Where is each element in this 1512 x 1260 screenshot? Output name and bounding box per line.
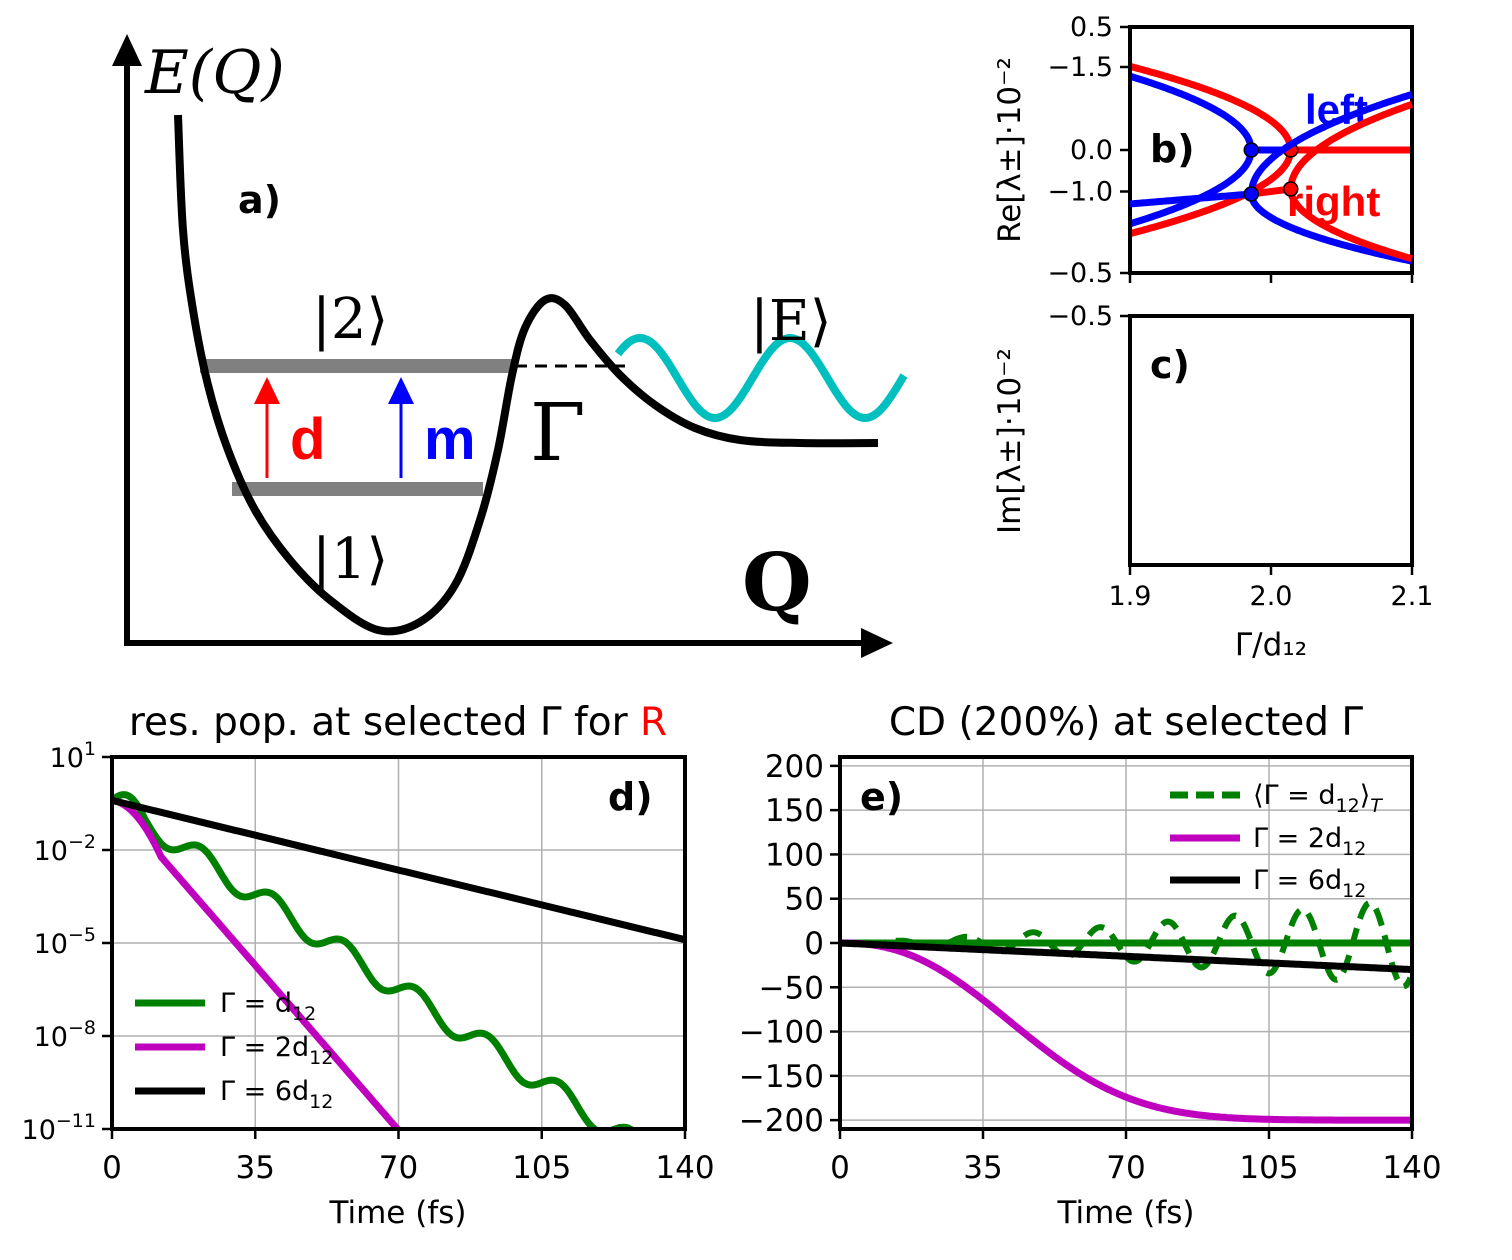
energy-axis-arrow-icon [112, 34, 142, 66]
panel-c-left-exceptional-point [1243, 186, 1260, 202]
panel-d-ytick-label: 10−5 [34, 924, 96, 960]
panel-d-series-gamma-2d12 [112, 796, 403, 1129]
panel-d-ytick-label: 101 [50, 738, 96, 774]
panel-d-xtick-label: 70 [379, 1150, 418, 1186]
panel-d-title: res. pop. at selected Γ for R [129, 700, 667, 745]
energy-axis-label: E(Q) [144, 38, 285, 108]
panel-e: CD (200%) at selected Γ 0 35 70 105 140 200 15… [739, 700, 1442, 1231]
panel-c-left-flat [1129, 190, 1252, 208]
panel-c-xlabel: Γ/d₁₂ [1235, 627, 1307, 663]
panel-e-xtick-label: 105 [1239, 1150, 1298, 1186]
m-label: m [424, 407, 476, 472]
panel-d-title-highlight: R [640, 700, 667, 745]
continuum-wave [614, 333, 908, 422]
panel-e-ytick-label: 100 [765, 837, 824, 873]
panel-c-ytick-label: −1.0 [1047, 177, 1113, 208]
panel-d: res. pop. at selected Γ for R 0 35 70 105 14… [22, 700, 715, 1231]
state-1-label: |1⟩ [312, 527, 388, 592]
panel-d-ytick-label: 10−8 [34, 1017, 96, 1053]
panel-e-ytick-label: 150 [765, 793, 824, 829]
panel-e-ytick-label: 200 [765, 749, 824, 785]
panel-c-right-lower-branch [1287, 101, 1413, 190]
panel-c: −0.5−1.0−1.51.9 2.0 2.1 Im[λ±]·10⁻² Γ/d₁₂ … [992, 52, 1433, 663]
panel-d-series-gamma-d12 [112, 791, 637, 1129]
panel-c-ytick-label: −1.5 [1047, 52, 1113, 83]
panel-b-ytick-label: −0.5 [1047, 258, 1113, 289]
panel-c-label: c) [1150, 343, 1190, 387]
panel-d-label: d) [608, 775, 653, 819]
panel-b-left-exceptional-point [1243, 142, 1260, 158]
right-annotation: right [1287, 178, 1380, 225]
panel-a: E(Q) Q a) d m |2⟩ |1⟩ |E⟩ Γ [112, 34, 908, 658]
panel-d-legend-label: Γ = 6d12 [220, 1076, 333, 1113]
panel-b-label: b) [1150, 127, 1195, 171]
state-e-label: |E⟩ [750, 289, 832, 354]
panel-d-legend-label: Γ = d12 [220, 988, 316, 1025]
panel-b-right-upper-branch [1129, 62, 1295, 151]
panel-e-ytick-label: 50 [785, 882, 824, 918]
panel-d-ytick-label: 10−11 [22, 1110, 96, 1146]
panel-d-ytick-label: 10−2 [34, 831, 96, 867]
panel-e-xtick-label: 140 [1382, 1150, 1441, 1186]
panel-e-ytick-label: −50 [759, 970, 824, 1006]
potential-curve [174, 114, 879, 636]
panel-a-label: a) [238, 178, 281, 222]
panel-d-series-gamma-6d12 [112, 797, 685, 944]
state-2-label: |2⟩ [312, 287, 388, 352]
panel-e-legend-label: ⟨Γ = d12⟩T [1253, 780, 1383, 817]
panel-c-right-exceptional-point [1282, 181, 1299, 197]
panel-c-right-upper-branch [1287, 188, 1413, 263]
panel-c-xtick-label: 2.0 [1250, 581, 1293, 612]
panel-c-xtick-label: 2.1 [1391, 581, 1434, 612]
panel-e-xtick-label: 70 [1106, 1150, 1145, 1186]
panel-d-xlabel: Time (fs) [329, 1195, 467, 1231]
panel-b-ytick-label: 0.0 [1070, 135, 1113, 166]
panel-d-xtick-label: 35 [236, 1150, 275, 1186]
d-label: d [290, 407, 325, 472]
d-arrow-icon [254, 377, 280, 404]
panel-c-ylabel: Im[λ±]·10⁻² [992, 348, 1028, 534]
panel-b-right-lower-branch [1129, 149, 1295, 238]
coordinate-axis-label: Q [742, 535, 812, 629]
panel-e-xlabel: Time (fs) [1057, 1195, 1195, 1231]
panel-e-ytick-label: −150 [739, 1059, 824, 1095]
panel-e-label: e) [860, 775, 903, 819]
coordinate-axis-arrow-icon [861, 628, 893, 658]
panel-c-ytick-label: −0.5 [1047, 301, 1113, 332]
panel-d-legend-label: Γ = 2d12 [220, 1032, 333, 1069]
gamma-label: Γ [530, 386, 586, 479]
panel-c-xtick-label: 1.9 [1109, 581, 1152, 612]
panel-d-title-prefix: res. pop. at selected Γ for [129, 700, 640, 745]
panel-e-ytick-label: −100 [739, 1015, 824, 1051]
panel-b-ylabel: Re[λ±]·10⁻² [992, 57, 1028, 243]
panel-b-left-upper-branch [1129, 72, 1255, 151]
panel-e-series-gamma-2d12 [840, 939, 1411, 1124]
panel-c-left-upper-branch [1247, 193, 1413, 265]
panel-e-legend-label: Γ = 2d12 [1253, 823, 1366, 860]
panel-d-xtick-label: 105 [512, 1150, 571, 1186]
panel-e-xtick-label: 35 [963, 1150, 1002, 1186]
panel-e-legend-label: Γ = 6d12 [1253, 865, 1366, 902]
panel-d-xtick-label: 0 [102, 1150, 122, 1186]
panel-e-ytick-label: 0 [804, 926, 824, 962]
panel-e-xtick-label: 0 [830, 1150, 850, 1186]
panel-e-ytick-label: −200 [739, 1103, 824, 1139]
panel-c-left-lower-branch [1247, 91, 1413, 195]
panel-b-ytick-label: 0.5 [1070, 12, 1113, 43]
panel-e-title: CD (200%) at selected Γ [889, 700, 1364, 745]
m-arrow-icon [388, 377, 414, 404]
panel-e-series-gamma-6d12 [839, 939, 1411, 973]
panel-d-xtick-label: 140 [655, 1150, 714, 1186]
